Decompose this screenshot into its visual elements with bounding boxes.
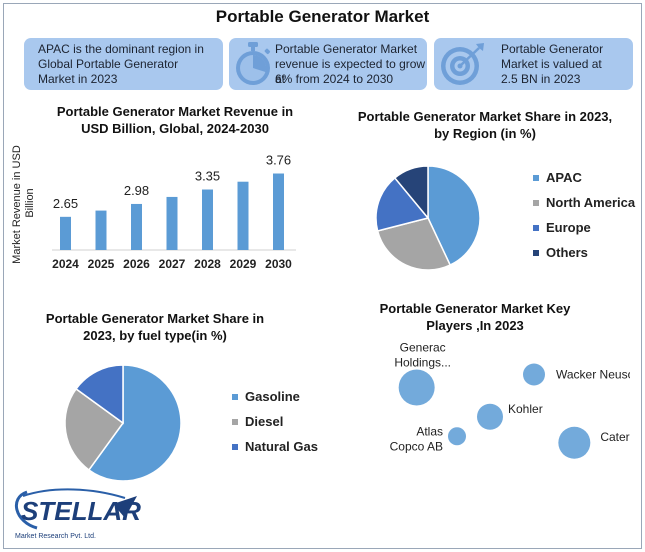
stopwatch-icon	[236, 42, 271, 85]
x-tick-label: 2030	[265, 257, 292, 271]
bar-data-label: 2.98	[124, 183, 149, 198]
highlight-line: Global Portable Generator	[38, 57, 179, 71]
player-bubble	[477, 403, 503, 430]
x-tick-label: 2025	[88, 257, 115, 271]
bar-data-label: 3.76	[266, 153, 291, 168]
players-chart-title: Portable Generator Market Key Players ,I…	[325, 300, 625, 334]
x-tick-label: 2024	[52, 257, 79, 271]
highlight-line: Market in 2023	[38, 72, 118, 86]
svg-text:Market Research Pvt. Ltd.: Market Research Pvt. Ltd.	[15, 533, 96, 540]
highlight-line: APAC is the dominant region in	[38, 42, 204, 56]
highlight-box-valuation: Portable Generator Market is valued at 2…	[434, 38, 633, 90]
fuel-pie-title: Portable Generator Market Share in 2023,…	[10, 310, 300, 344]
highlight-box-apac: APAC is the dominant region in Global Po…	[24, 38, 223, 90]
player-bubble	[523, 363, 545, 386]
legend-swatch	[533, 225, 539, 231]
fuel-pie-chart	[64, 364, 182, 482]
bar-2029	[237, 181, 249, 250]
x-tick-label: 2026	[123, 257, 150, 271]
legend-label: Europe	[546, 220, 591, 235]
region-slice-europe	[375, 176, 430, 232]
legend-label: Others	[546, 245, 588, 260]
legend-swatch	[533, 175, 539, 181]
legend-label: Gasoline	[245, 389, 300, 404]
fuel-slice-diesel	[64, 387, 125, 471]
fuel-slice-natural-gas	[75, 364, 124, 425]
bar-2024	[60, 216, 71, 250]
highlight-line: revenue is expected to grow at	[275, 57, 426, 86]
fuel-slice-gasoline	[87, 364, 182, 482]
players-chart-title-line: Players ,In 2023	[426, 318, 524, 333]
player-label: Kohler	[508, 402, 543, 416]
bar-2030	[273, 173, 284, 250]
bar-data-label: 2.65	[53, 196, 78, 211]
player-bubble	[558, 426, 591, 459]
bar-data-label: 3.35	[195, 169, 220, 184]
player-bubble	[448, 427, 466, 446]
region-slice-north-america	[376, 217, 452, 271]
player-bubble	[398, 369, 435, 406]
target-icon	[441, 43, 484, 85]
player-label: Caterpilar	[600, 430, 630, 444]
bar-2028	[202, 189, 213, 250]
x-tick-label: 2029	[230, 257, 257, 271]
legend-swatch	[232, 419, 238, 425]
bar-2027	[166, 196, 178, 250]
region-slice-apac	[427, 165, 481, 267]
highlight-line: Portable Generator Market	[275, 42, 418, 56]
bar-chart-title-line: Portable Generator Market Revenue in	[56, 104, 294, 119]
highlight-line: Portable Generator	[501, 42, 604, 56]
x-tick-label: 2028	[194, 257, 221, 271]
legend-label: APAC	[546, 170, 582, 185]
stellar-logo-mark: STELLAR Market Research Pvt. Ltd.	[15, 488, 141, 540]
region-pie-chart	[375, 165, 481, 271]
players-chart-title-line: Portable Generator Market Key	[379, 301, 571, 316]
highlight-line: 6% from 2024 to 2030	[275, 72, 394, 86]
legend-swatch	[232, 444, 238, 450]
region-pie-title: Portable Generator Market Share in 2023,…	[340, 108, 630, 142]
stellar-logo: STELLAR Market Research Pvt. Ltd.	[13, 482, 153, 544]
region-slice-others	[393, 165, 429, 221]
highlight-line: Market is valued at	[501, 57, 602, 71]
legend-swatch	[533, 250, 539, 256]
page-title: Portable Generator Market	[215, 7, 430, 26]
player-label: Atlas Copco AB	[390, 424, 443, 453]
legend-label: Natural Gas	[245, 439, 318, 454]
legend-label: Diesel	[245, 414, 284, 429]
player-label: Generac Holdings...	[394, 341, 451, 370]
fuel-pie-title-line: 2023, by fuel type(in %)	[83, 328, 227, 343]
legend-swatch	[232, 394, 238, 400]
infographic-frame	[3, 3, 642, 549]
bar-2026	[131, 203, 142, 250]
bar-chart-title-line: USD Billion, Global, 2024-2030	[81, 121, 269, 136]
x-tick-label: 2027	[159, 257, 186, 271]
fuel-pie-title-line: Portable Generator Market Share in	[45, 311, 265, 326]
bar-2025	[95, 210, 107, 250]
y-axis-label: Market Revenue in USD Billion	[11, 142, 36, 264]
region-pie-title-line: by Region (in %)	[434, 126, 536, 141]
highlight-line: 2.5 BN in 2023	[501, 72, 581, 86]
legend-label: North America	[546, 195, 636, 210]
player-label: Wacker Neuson SE	[556, 368, 630, 382]
highlight-box-growth: Portable Generator Market revenue is exp…	[229, 38, 427, 90]
legend-swatch	[533, 200, 539, 206]
region-pie-title-line: Portable Generator Market Share in 2023,	[357, 109, 613, 124]
bar-chart-title: Portable Generator Market Revenue in USD…	[30, 103, 320, 137]
